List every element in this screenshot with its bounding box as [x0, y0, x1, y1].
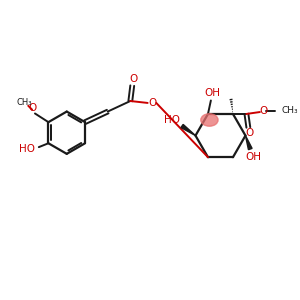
Polygon shape: [245, 136, 252, 150]
Text: O: O: [245, 128, 254, 138]
Text: O: O: [260, 106, 268, 116]
Text: O: O: [28, 103, 36, 113]
Text: HO: HO: [19, 144, 35, 154]
Text: OH: OH: [245, 152, 261, 162]
Ellipse shape: [201, 114, 218, 126]
Text: CH₃: CH₃: [281, 106, 298, 115]
Text: CH₃: CH₃: [17, 98, 32, 107]
Text: O: O: [129, 74, 137, 84]
Text: OH: OH: [205, 88, 221, 98]
Text: O: O: [148, 98, 157, 108]
Text: HO: HO: [164, 115, 180, 125]
Polygon shape: [181, 124, 196, 136]
